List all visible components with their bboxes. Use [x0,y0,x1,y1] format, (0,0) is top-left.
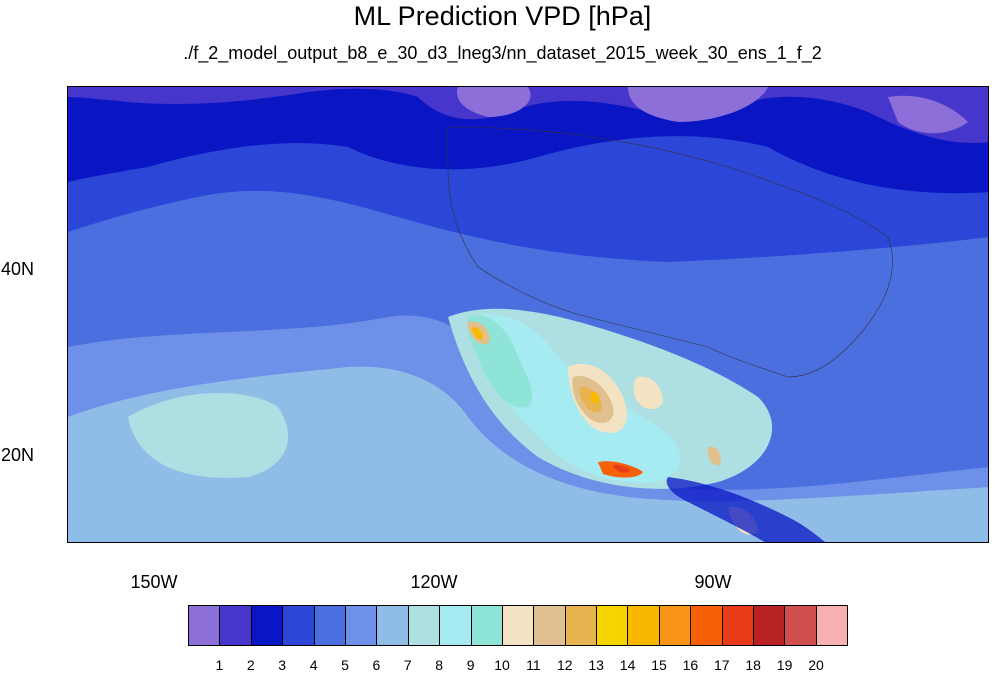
lat-label-40n: 40N [1,259,35,279]
colorbar-tick-label: 13 [588,657,604,673]
colorbar-tick-label: 2 [246,657,255,673]
colorbar-tick-label: 12 [557,657,573,673]
colorbar-swatch [596,605,629,646]
colorbar-tick-label: 5 [341,657,349,673]
colorbar-tick-label: 19 [776,657,793,673]
colorbar-swatch [344,605,378,646]
colorbar-swatch [501,605,535,646]
map-subtitle: ./f_2_model_output_b8_e_30_d3_lneg3/nn_d… [183,43,822,63]
colorbar-swatch [658,605,692,646]
colorbar-swatch [690,605,723,646]
colorbar-swatch [407,605,441,646]
colorbar-tick-label: 17 [714,657,730,673]
colorbar-swatch [313,605,346,646]
colorbar-tick-label: 6 [372,657,381,673]
colorbar-tick-label: 7 [403,657,412,673]
colorbar-swatch [219,605,252,646]
colorbar-tick-label: 1 [215,657,224,673]
colorbar-tick-label: 8 [435,657,444,673]
vpd-map [67,86,989,543]
lon-label-90w: 90W [694,572,732,592]
lat-label-20n: 20N [1,445,35,465]
colorbar-swatch [376,605,409,646]
colorbar-swatch [815,605,849,646]
colorbar-swatch [282,605,315,646]
colorbar-swatch [627,605,660,646]
lon-label-120w: 120W [410,572,458,592]
vpd-contour-field [68,87,988,542]
colorbar-tick-label: 16 [682,657,699,673]
colorbar-tick-label: 10 [494,657,510,673]
colorbar-swatch [470,605,503,646]
map-title: ML Prediction VPD [hPa] [353,1,652,31]
colorbar-swatch [784,605,817,646]
colorbar-tick-label: 3 [278,657,287,673]
colorbar-swatch [753,605,786,646]
colorbar-tick-label: 4 [309,657,318,673]
colorbar-swatch [188,605,221,646]
colorbar-swatch [533,605,566,646]
colorbar-swatch [721,605,755,646]
colorbar-swatch [250,605,284,646]
colorbar-tick-label: 9 [466,657,475,673]
colorbar-tick-label: 20 [808,657,824,673]
lon-label-150w: 150W [130,572,178,592]
colorbar-tick-label: 14 [619,657,636,673]
colorbar-tick-label: 11 [526,657,541,673]
colorbar [188,605,849,646]
colorbar-swatch [564,605,598,646]
colorbar-tick-label: 18 [745,657,761,673]
colorbar-swatch [439,605,472,646]
colorbar-tick-label: 15 [651,657,667,673]
